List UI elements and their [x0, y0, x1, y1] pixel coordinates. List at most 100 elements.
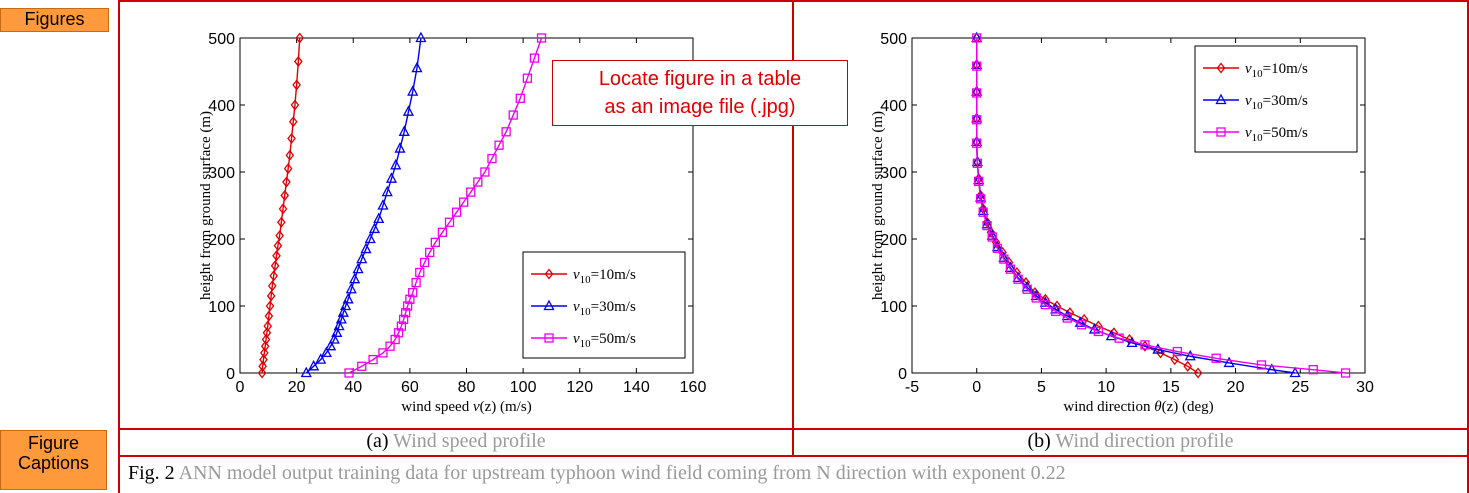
- legend-marker: [544, 333, 554, 343]
- legend-label: v10=50m/s: [573, 331, 636, 350]
- series-2: [972, 33, 1351, 378]
- data-point: [473, 177, 483, 187]
- callout-line1: Locate figure in a table: [598, 68, 802, 90]
- wind-direction-legend: v10=10m/s v10=30m/s v10=50m/s: [1194, 45, 1358, 153]
- data-point: [407, 85, 419, 96]
- wind-speed-legend: v10=10m/s v10=30m/s v10=50m/s: [522, 251, 686, 359]
- y-tick-label: 300: [208, 165, 235, 182]
- data-point: [273, 240, 283, 252]
- legend-marker: [1216, 127, 1226, 137]
- data-point: [368, 222, 381, 234]
- data-point: [1004, 261, 1016, 272]
- data-point: [1308, 364, 1318, 375]
- data-point: [419, 257, 430, 268]
- figure-caption: Fig. 2 ANN model output training data fo…: [128, 462, 1066, 485]
- data-point: [1223, 356, 1235, 368]
- data-point: [400, 308, 411, 318]
- data-point: [487, 153, 497, 164]
- data-point: [287, 132, 296, 145]
- data-point: [480, 167, 490, 177]
- data-point: [430, 237, 441, 248]
- y-axis-label: height from ground surface (m): [200, 111, 214, 300]
- data-point: [1022, 284, 1032, 294]
- data-point: [1061, 309, 1073, 321]
- data-point: [1039, 296, 1051, 307]
- data-point: [390, 158, 402, 170]
- data-point: [270, 260, 280, 272]
- y-tick-label: 300: [880, 165, 907, 182]
- data-point: [335, 313, 347, 324]
- data-point: [981, 217, 993, 229]
- x-tick-label: 10: [1097, 379, 1115, 396]
- data-point: [459, 197, 469, 207]
- series-line: [976, 38, 1346, 374]
- x-axis-label: wind speed v(z) (m/s): [401, 399, 531, 415]
- data-point: [275, 230, 284, 242]
- data-point: [352, 262, 364, 274]
- data-point: [508, 110, 518, 120]
- legend-marker: [1215, 93, 1227, 105]
- data-point: [494, 140, 504, 150]
- data-point: [1170, 354, 1180, 366]
- data-point: [328, 333, 340, 344]
- caption-a: (a) Wind speed profile: [120, 430, 792, 453]
- data-point: [262, 327, 272, 339]
- data-point: [1211, 353, 1221, 363]
- series-line: [348, 37, 543, 374]
- series-line: [976, 38, 1199, 374]
- data-point: [385, 172, 398, 183]
- series-2: [344, 33, 547, 378]
- data-point: [272, 250, 281, 262]
- data-point: [266, 290, 276, 302]
- data-point: [344, 368, 354, 378]
- x-tick-label: 20: [1227, 379, 1245, 396]
- data-point: [444, 217, 455, 227]
- y-tick-label: 100: [208, 299, 235, 316]
- data-point: [373, 212, 385, 224]
- data-point: [972, 88, 982, 98]
- data-point: [1051, 306, 1061, 317]
- data-point: [394, 142, 406, 153]
- x-tick-label: 100: [510, 379, 537, 396]
- y-tick-label: 0: [226, 366, 235, 383]
- x-tick-label: 160: [680, 379, 707, 396]
- x-tick-label: 40: [344, 379, 362, 396]
- wind-speed-series: [257, 31, 547, 379]
- data-point: [342, 292, 354, 304]
- data-point: [260, 340, 270, 352]
- table-border-right: [1467, 0, 1469, 493]
- data-point: [267, 280, 277, 292]
- x-tick-label: 5: [1037, 379, 1046, 396]
- data-point: [466, 187, 476, 197]
- data-point: [1114, 333, 1124, 343]
- data-point: [992, 243, 1003, 254]
- x-tick-label: 140: [623, 379, 650, 396]
- data-point: [1193, 367, 1203, 379]
- wind-speed-chart: 0 20 40 60 80 100 120 140 160 0 100 200 300 400 500 win…: [200, 31, 707, 415]
- data-point: [1031, 293, 1041, 303]
- data-point: [320, 346, 332, 358]
- data-point: [360, 242, 372, 254]
- data-point: [1184, 349, 1196, 361]
- data-point: [986, 226, 996, 238]
- data-point: [415, 267, 425, 278]
- data-point: [277, 216, 286, 228]
- caption-a-prefix: (a): [366, 430, 389, 452]
- data-point: [325, 339, 337, 351]
- data-point: [300, 366, 312, 378]
- data-point: [364, 232, 376, 244]
- data-point: [972, 61, 982, 71]
- data-point: [411, 61, 423, 73]
- data-point: [398, 314, 409, 325]
- legend-marker: [1216, 62, 1226, 74]
- y-tick-label: 100: [880, 299, 907, 316]
- data-point: [451, 207, 462, 217]
- data-point: [340, 299, 352, 311]
- data-point: [288, 116, 298, 128]
- data-point: [402, 301, 413, 311]
- x-tick-label: 0: [972, 379, 981, 396]
- wind-direction-series: [971, 31, 1351, 379]
- data-point: [974, 176, 984, 187]
- data-point: [264, 310, 274, 322]
- data-point: [290, 99, 300, 111]
